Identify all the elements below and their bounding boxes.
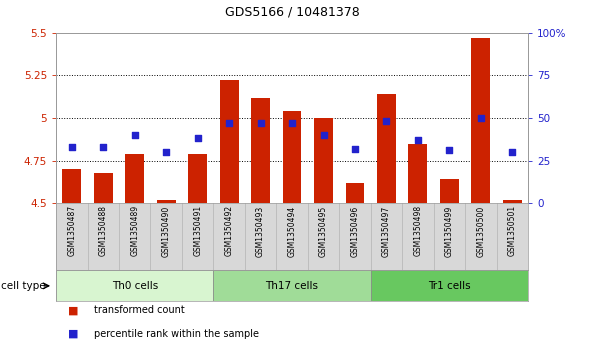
Point <box>162 149 171 155</box>
Text: GSM1350501: GSM1350501 <box>508 205 517 256</box>
Bar <box>56 270 214 301</box>
Point <box>224 120 234 126</box>
Text: GSM1350487: GSM1350487 <box>67 205 76 256</box>
Text: GSM1350489: GSM1350489 <box>130 205 139 256</box>
Text: GSM1350498: GSM1350498 <box>414 205 422 256</box>
Text: GDS5166 / 10481378: GDS5166 / 10481378 <box>225 5 359 18</box>
Text: GSM1350496: GSM1350496 <box>350 205 359 257</box>
Text: GSM1350499: GSM1350499 <box>445 205 454 257</box>
Point <box>445 147 454 153</box>
Bar <box>440 179 459 203</box>
Bar <box>346 183 365 203</box>
Bar <box>377 94 396 203</box>
Bar <box>251 98 270 203</box>
Point <box>193 135 202 141</box>
Point <box>507 149 517 155</box>
Text: GSM1350497: GSM1350497 <box>382 205 391 257</box>
Point <box>413 137 422 143</box>
Text: cell type: cell type <box>1 281 45 291</box>
Bar <box>94 172 113 203</box>
Text: GSM1350491: GSM1350491 <box>193 205 202 256</box>
Text: transformed count: transformed count <box>94 305 185 315</box>
Bar <box>157 200 176 203</box>
Bar <box>283 111 301 203</box>
Bar <box>503 200 522 203</box>
Point <box>256 120 266 126</box>
Text: GSM1350494: GSM1350494 <box>287 205 297 257</box>
Text: GSM1350488: GSM1350488 <box>99 205 108 256</box>
Text: ■: ■ <box>68 329 78 339</box>
Text: GSM1350492: GSM1350492 <box>225 205 234 256</box>
Text: percentile rank within the sample: percentile rank within the sample <box>94 329 260 339</box>
Point <box>67 144 77 150</box>
Point <box>476 115 486 121</box>
Bar <box>63 169 81 203</box>
Point <box>130 132 139 138</box>
Bar <box>219 81 238 203</box>
Bar <box>471 38 490 203</box>
Bar <box>408 144 427 203</box>
Text: GSM1350490: GSM1350490 <box>162 205 171 257</box>
Text: GSM1350495: GSM1350495 <box>319 205 328 257</box>
Text: ■: ■ <box>68 305 78 315</box>
Text: Th17 cells: Th17 cells <box>266 281 319 291</box>
Text: Tr1 cells: Tr1 cells <box>428 281 471 291</box>
Bar <box>188 154 207 203</box>
Text: Th0 cells: Th0 cells <box>112 281 158 291</box>
Point <box>382 118 391 124</box>
Text: GSM1350493: GSM1350493 <box>256 205 265 257</box>
Bar <box>214 270 371 301</box>
Text: GSM1350500: GSM1350500 <box>476 205 486 257</box>
Point <box>350 146 360 152</box>
Bar <box>314 118 333 203</box>
Point <box>99 144 108 150</box>
Bar <box>125 154 144 203</box>
Point <box>287 120 297 126</box>
Bar <box>371 270 528 301</box>
Point <box>319 132 328 138</box>
